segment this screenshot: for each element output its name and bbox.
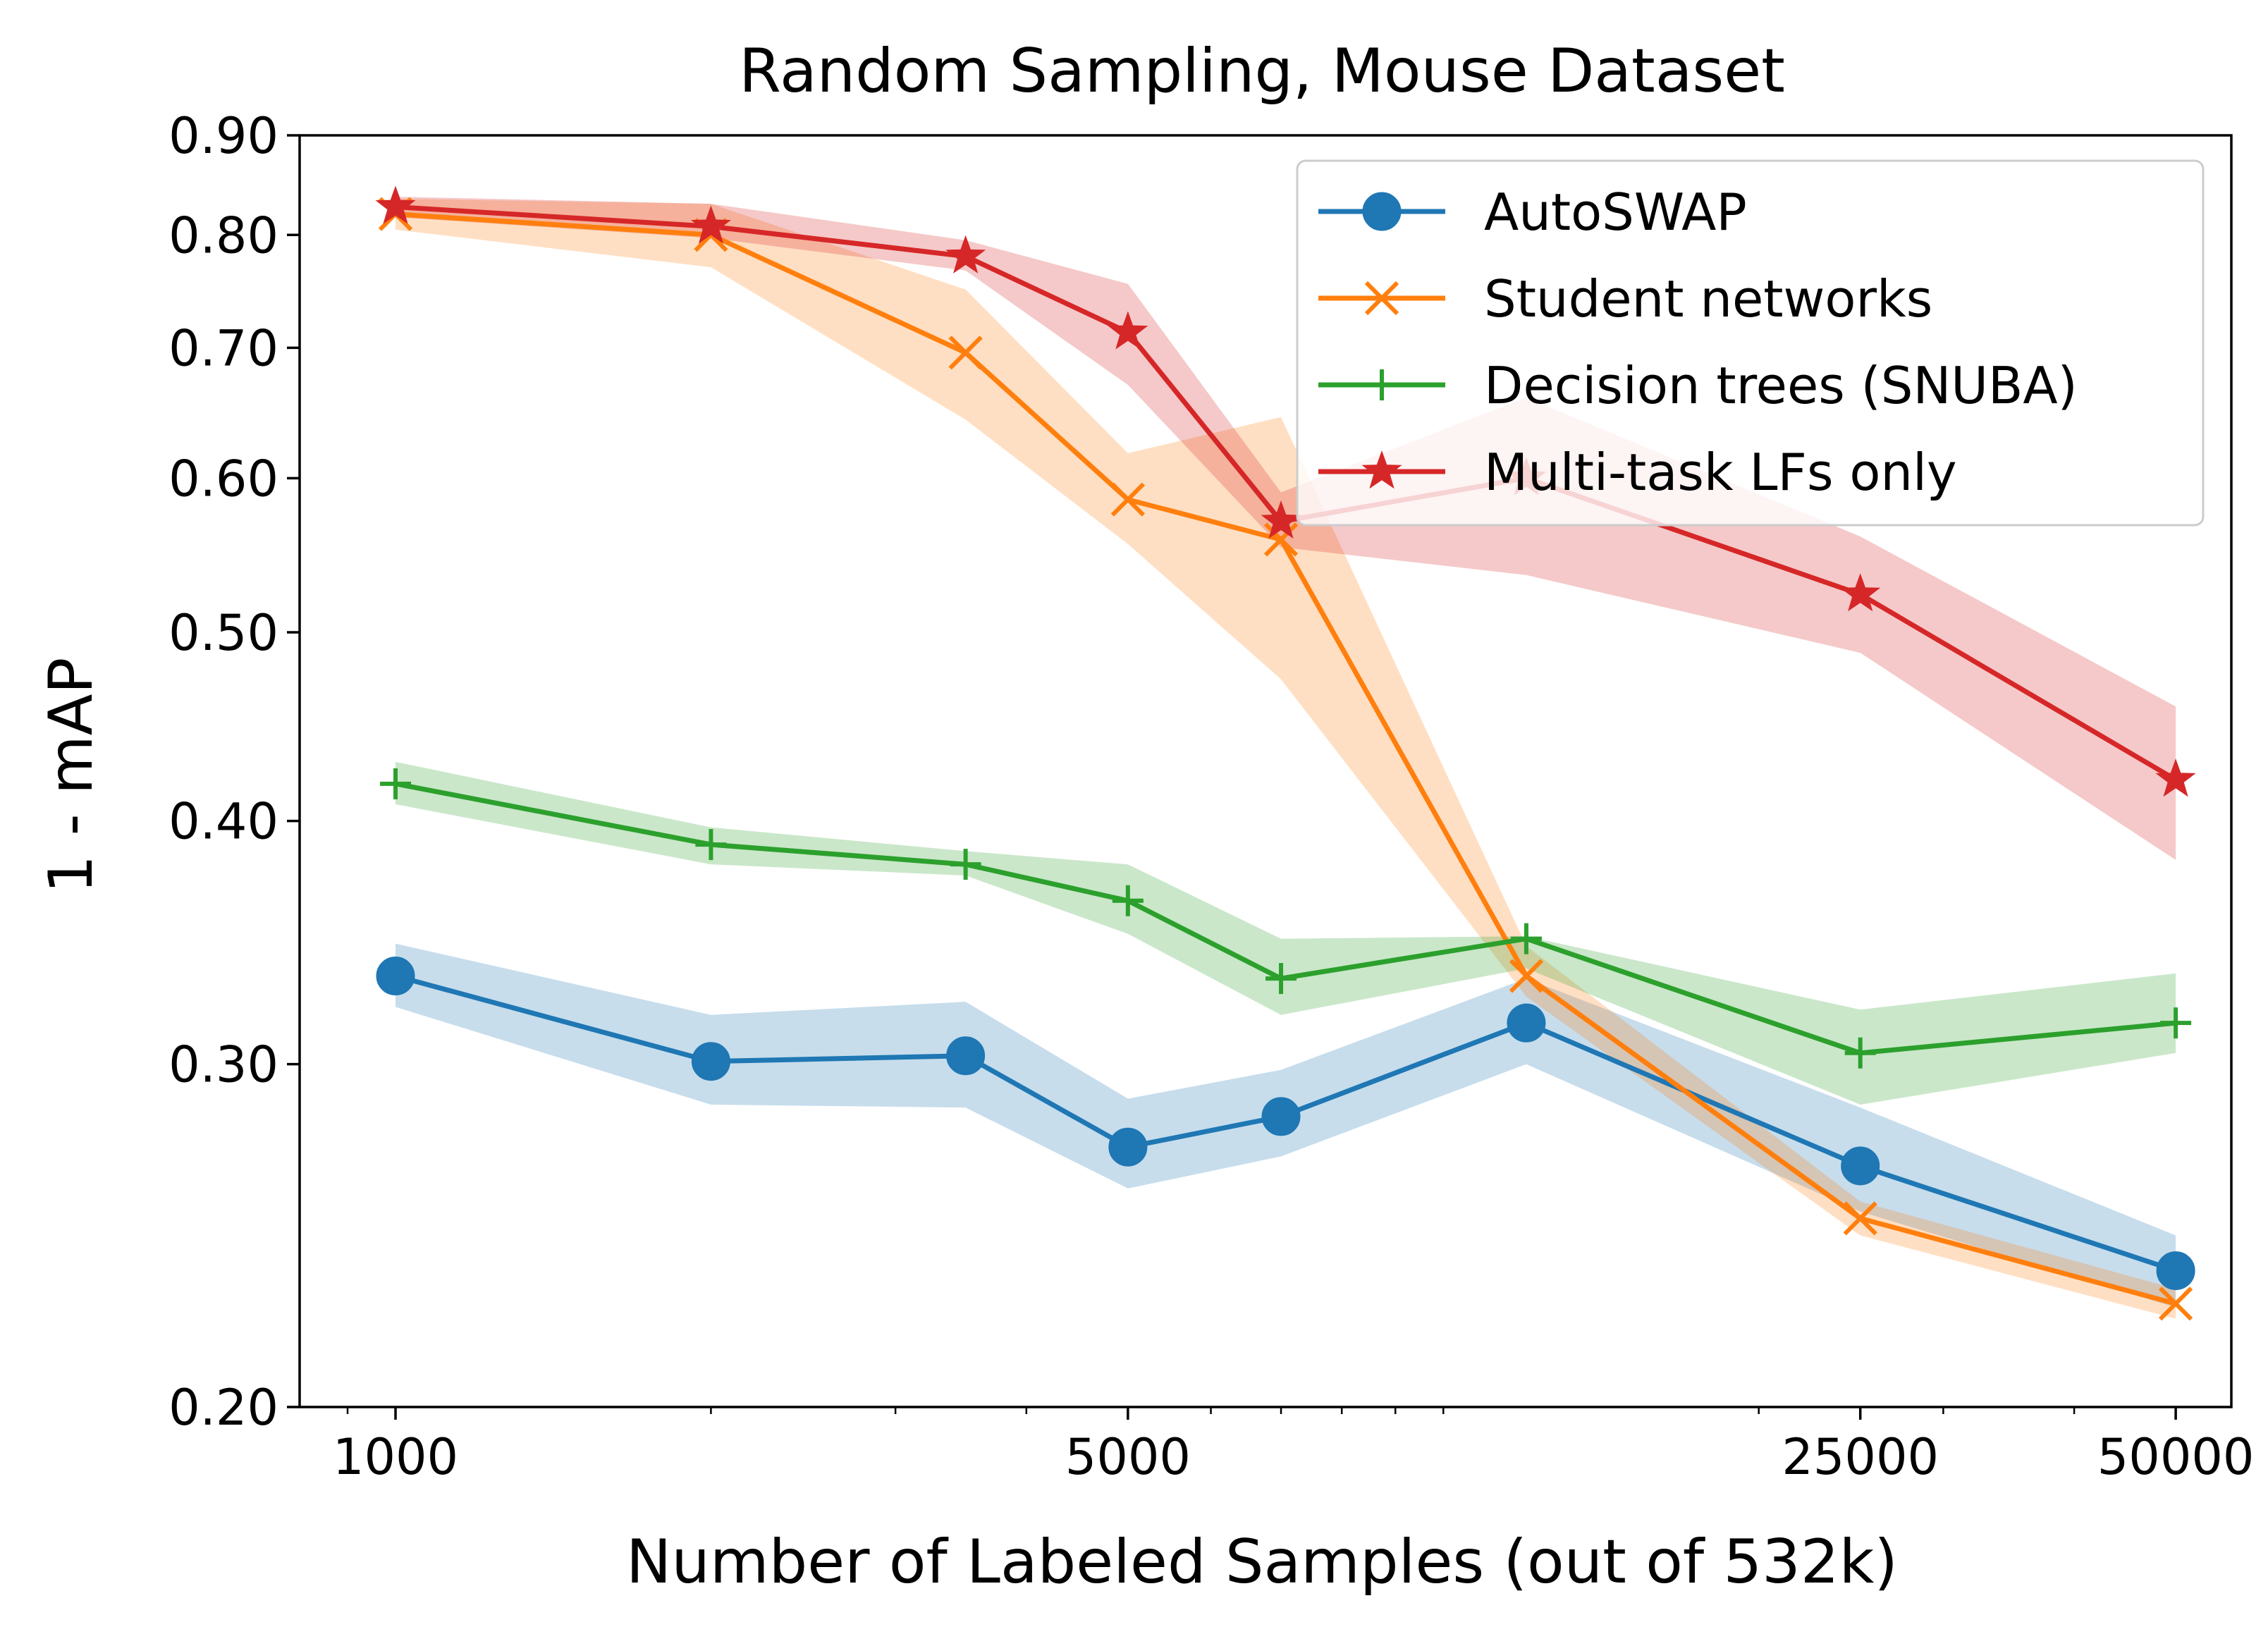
line-autoswap (395, 973, 2177, 1273)
x-tick-label: 5000 (1065, 1428, 1191, 1486)
legend: AutoSWAP Student networks Decision trees (… (1296, 159, 2205, 527)
line-decision-trees-snuba (395, 781, 2176, 1056)
point-student-networks (1509, 959, 1544, 993)
line-multi-task-lfs-only (395, 204, 2177, 782)
point-autoswap (946, 1036, 986, 1076)
point-autoswap (376, 957, 415, 996)
legend-marker (1361, 450, 1402, 489)
y-tick-label: 0.90 (168, 107, 278, 165)
y-tick-label: 0.50 (168, 604, 278, 662)
legend-label: AutoSWAP (1484, 183, 1747, 242)
legend-box (1296, 159, 2205, 527)
x-axis-label: Number of Labeled Samples (out of 532k) (626, 1527, 1898, 1597)
y-tick-label: 0.80 (168, 207, 278, 264)
point-multi-task-lfs-only (1108, 311, 1148, 350)
y-tick-label: 0.60 (168, 450, 278, 508)
point-autoswap (1108, 1127, 1148, 1167)
legend-entry-student-networks: Student networks (1318, 269, 1932, 328)
legend-label: Student networks (1484, 269, 1932, 328)
plot-frame (298, 134, 2233, 1408)
legend-label: Decision trees (SNUBA) (1484, 356, 2078, 415)
point-decision-trees-snuba (1510, 923, 1542, 954)
x-tick-label: 1000 (333, 1428, 458, 1486)
point-multi-task-lfs-only (2155, 758, 2196, 797)
point-student-networks (1843, 1201, 1877, 1236)
series-markers (375, 185, 2196, 1321)
series-lines (395, 204, 2177, 1306)
point-multi-task-lfs-only (1261, 500, 1301, 539)
chart-title: Random Sampling, Mouse Dataset (739, 36, 1785, 106)
legend-marker (1364, 281, 1399, 316)
point-decision-trees-snuba (1112, 885, 1144, 916)
point-multi-task-lfs-only (945, 235, 986, 274)
point-student-networks (2158, 1286, 2193, 1321)
x-tick-label: 50000 (2097, 1428, 2255, 1486)
y-tick-label: 0.20 (168, 1379, 278, 1437)
point-decision-trees-snuba (950, 849, 981, 880)
point-autoswap (1841, 1146, 1880, 1186)
point-student-networks (1110, 482, 1145, 517)
legend-entry-decision-trees-snuba: Decision trees (SNUBA) (1318, 356, 2078, 415)
band-decision-trees-snuba (396, 761, 2176, 1105)
legend-entry-multi-task-lfs-only: Multi-task LFs only (1318, 443, 1957, 502)
point-decision-trees-snuba (1265, 963, 1297, 995)
point-multi-task-lfs-only (690, 205, 731, 244)
point-decision-trees-snuba (695, 829, 727, 861)
point-decision-trees-snuba (2160, 1007, 2192, 1039)
point-autoswap (1507, 1003, 1546, 1043)
point-decision-trees-snuba (380, 768, 412, 799)
point-decision-trees-snuba (1844, 1037, 1876, 1069)
point-autoswap (691, 1042, 730, 1081)
point-autoswap (2156, 1251, 2195, 1291)
y-tick-label: 0.30 (168, 1036, 278, 1094)
legend-label: Multi-task LFs only (1484, 443, 1957, 502)
line-student-networks (395, 211, 2177, 1306)
y-axis-label: 1 - mAP (36, 658, 106, 894)
legend-marker (1362, 192, 1402, 231)
legend-marker (1366, 369, 1397, 400)
x-tick-label: 25000 (1782, 1428, 1939, 1486)
point-student-networks (948, 336, 983, 370)
y-tick-label: 0.70 (168, 319, 278, 377)
point-multi-task-lfs-only (1840, 573, 1881, 612)
point-autoswap (1261, 1097, 1301, 1136)
point-multi-task-lfs-only (375, 185, 416, 224)
point-student-networks (1263, 522, 1299, 557)
y-tick-label: 0.40 (168, 793, 278, 851)
legend-entry-autoswap: AutoSWAP (1318, 183, 1747, 242)
axes: 0.20 0.30 0.40 0.50 0.60 0.70 0.80 0.90 1000 5000… (168, 107, 2254, 1486)
